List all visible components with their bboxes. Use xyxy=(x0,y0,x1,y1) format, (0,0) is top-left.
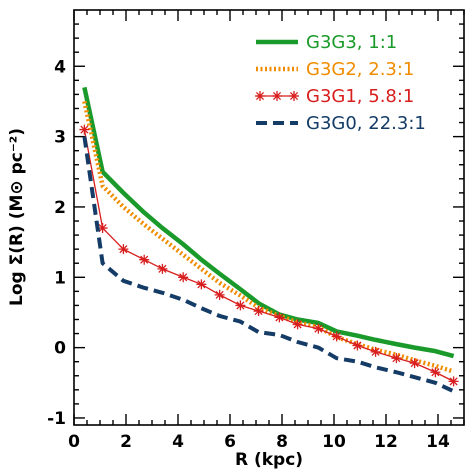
series-line xyxy=(83,129,454,382)
axis-ticks xyxy=(73,10,465,425)
series-3 xyxy=(82,136,455,394)
series-point-marker xyxy=(253,306,264,317)
legend-label: G3G1, 5.8:1 xyxy=(306,86,414,107)
legend-label: G3G2, 2.3:1 xyxy=(306,59,414,80)
series-point-marker xyxy=(157,263,168,274)
y-tick-label: 3 xyxy=(54,128,66,148)
y-axis-title: Log Σ(R) (M⊙ pc⁻²) xyxy=(7,128,27,306)
x-tick-label: 0 xyxy=(68,432,80,452)
x-tick-label: 10 xyxy=(322,432,346,452)
series-layer xyxy=(79,86,459,394)
series-point-marker xyxy=(448,376,459,387)
legend-entry: G3G0, 22.3:1 xyxy=(256,113,426,134)
x-tick-label: 4 xyxy=(172,432,184,452)
series-point-marker xyxy=(235,300,246,311)
series-point-marker xyxy=(331,331,342,342)
series-point-marker xyxy=(430,367,441,378)
legend-label: G3G0, 22.3:1 xyxy=(306,113,426,134)
series-2 xyxy=(79,124,459,387)
y-tick-label: -1 xyxy=(47,409,66,429)
series-point-marker xyxy=(178,272,189,283)
series-0 xyxy=(82,86,455,359)
series-line xyxy=(82,100,455,374)
y-tick-label: 0 xyxy=(54,339,66,359)
x-tick-label: 12 xyxy=(374,432,398,452)
series-point-marker xyxy=(139,254,150,265)
series-line xyxy=(82,136,455,394)
y-tick-label: 4 xyxy=(54,57,66,77)
y-tick-label: 1 xyxy=(54,268,66,288)
x-axis-title: R (kpc) xyxy=(235,450,303,470)
series-point-marker xyxy=(79,124,90,135)
series-point-marker xyxy=(274,312,285,323)
legend-entry: G3G2, 2.3:1 xyxy=(256,59,414,80)
series-1 xyxy=(82,100,455,374)
series-point-marker xyxy=(196,279,207,290)
x-tick-label: 8 xyxy=(276,432,288,452)
legend-entry: G3G1, 5.8:1 xyxy=(255,86,414,107)
series-point-marker xyxy=(97,223,108,234)
series-point-marker xyxy=(118,244,129,255)
legend: G3G3, 1:1 G3G2, 2.3:1 G3G1, 5.8:1 G3G0, 22.… xyxy=(255,32,426,134)
series-point-marker xyxy=(292,319,303,330)
legend-marker xyxy=(272,91,282,101)
series-point-marker xyxy=(313,323,324,334)
x-tick-label: 6 xyxy=(224,432,236,452)
series-line xyxy=(82,86,455,359)
legend-label: G3G3, 1:1 xyxy=(306,32,397,53)
series-point-marker xyxy=(214,289,225,300)
x-tick-label: 2 xyxy=(120,432,132,452)
series-point-marker xyxy=(409,358,420,369)
legend-marker xyxy=(255,91,265,101)
legend-entry: G3G3, 1:1 xyxy=(256,32,397,53)
y-tick-label: 2 xyxy=(54,198,66,218)
series-point-marker xyxy=(391,353,402,364)
x-tick-label: 14 xyxy=(426,432,450,452)
series-point-marker xyxy=(370,346,381,357)
legend-marker xyxy=(289,91,299,101)
series-point-marker xyxy=(352,340,363,351)
